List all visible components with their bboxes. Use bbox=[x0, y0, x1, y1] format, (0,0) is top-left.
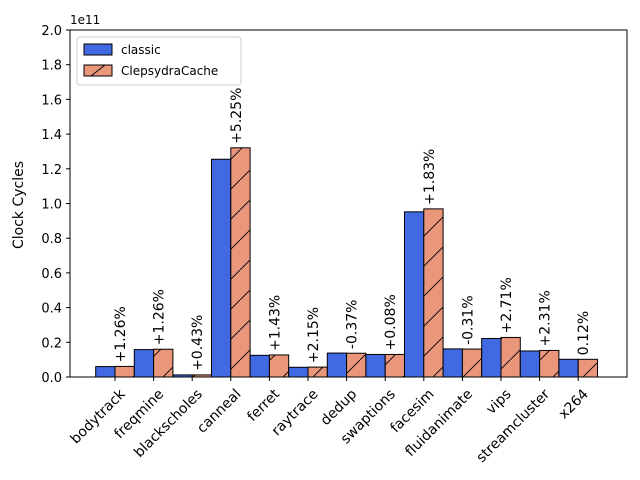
annotations-layer: +1.26% +1.26% +0.43% +5.25% +1.43% +2.15% -0.3… bbox=[113, 88, 592, 371]
annotation-bodytrack: +1.26% bbox=[113, 306, 129, 362]
y-tick-label: 0.2 bbox=[41, 336, 62, 351]
annotation-blackscholes: +0.43% bbox=[190, 315, 206, 371]
x-tick-label-x264: x264 bbox=[556, 386, 592, 422]
legend-box bbox=[76, 36, 242, 86]
bars-layer bbox=[95, 147, 599, 378]
bar-hatch-freqmine bbox=[153, 349, 173, 377]
y-tick-label: 1.8 bbox=[41, 59, 62, 74]
x-tick-label-vips: vips bbox=[483, 386, 514, 417]
bar-hatch-facesim bbox=[423, 208, 444, 377]
bar-classic-fluidanimate bbox=[442, 348, 463, 378]
bar-hatch-blackscholes bbox=[192, 374, 212, 377]
bar-classic-x264 bbox=[558, 358, 579, 378]
y-tick-label: 2.0 bbox=[41, 24, 62, 39]
bar-classic-raytrace bbox=[288, 366, 309, 378]
bar-hatch-raytrace bbox=[308, 367, 328, 377]
legend-swatch-classic bbox=[83, 43, 113, 56]
annotation-ferret: +1.43% bbox=[267, 295, 283, 351]
annotation-dedup: -0.37% bbox=[345, 300, 361, 350]
y-axis-label: Clock Cycles bbox=[11, 161, 27, 249]
y-tick-label: 1.6 bbox=[41, 93, 62, 108]
y-tick-label: 0.8 bbox=[41, 232, 62, 247]
bar-hatch-bodytrack bbox=[115, 366, 135, 377]
bar-hatch-fluidanimate bbox=[462, 349, 482, 377]
annotation-streamcluster: +2.31% bbox=[538, 290, 554, 346]
legend-hatch-mark bbox=[90, 64, 106, 77]
annotation-fluidanimate: -0.31% bbox=[460, 295, 476, 345]
annotation-raytrace: +2.15% bbox=[306, 307, 322, 363]
y-tick-label: 0.6 bbox=[41, 267, 62, 282]
axes: 0.00.20.40.60.81.01.21.41.61.82.0bodytra… bbox=[41, 24, 628, 466]
bar-hatch-x264 bbox=[578, 359, 598, 377]
annotation-swaptions: +0.08% bbox=[383, 294, 399, 350]
legend-label-clepsydracache: ClepsydraCache bbox=[121, 64, 218, 78]
bar-classic-freqmine bbox=[133, 349, 155, 378]
bar-classic-streamcluster bbox=[519, 350, 541, 378]
annotation-canneal: +5.25% bbox=[229, 88, 245, 144]
bar-classic-dedup bbox=[326, 352, 348, 378]
bar-classic-canneal bbox=[211, 158, 232, 378]
y-tick-label: 0.0 bbox=[41, 371, 62, 386]
y-offset-label: 1e11 bbox=[70, 13, 100, 27]
legend: classic ClepsydraCache bbox=[76, 36, 242, 86]
bar-hatch-vips bbox=[501, 337, 521, 377]
y-tick-label: 1.0 bbox=[41, 198, 62, 213]
annotation-facesim: +1.83% bbox=[422, 149, 438, 205]
bar-hatch-streamcluster bbox=[539, 350, 559, 377]
annotation-vips: +2.71% bbox=[499, 277, 515, 333]
bar-hatch-swaptions bbox=[385, 354, 405, 377]
bar-hatch-dedup bbox=[346, 353, 366, 377]
annotation-x264: 0.12% bbox=[576, 311, 592, 355]
y-tick-label: 1.4 bbox=[41, 128, 62, 143]
x-tick-label-fluidanimate: fluidanimate bbox=[402, 386, 476, 460]
bar-classic-ferret bbox=[249, 354, 270, 378]
bar-hatch-canneal bbox=[230, 147, 251, 377]
bar-classic-facesim bbox=[404, 211, 425, 378]
bar-classic-swaptions bbox=[365, 353, 386, 378]
y-tick-label: 1.2 bbox=[41, 163, 62, 178]
legend-label-classic: classic bbox=[121, 43, 161, 57]
bar-classic-vips bbox=[481, 337, 502, 378]
y-tick-label: 0.4 bbox=[41, 302, 62, 317]
bar-hatch-ferret bbox=[269, 354, 289, 377]
bar-classic-bodytrack bbox=[95, 366, 116, 378]
annotation-freqmine: +1.26% bbox=[152, 289, 168, 345]
